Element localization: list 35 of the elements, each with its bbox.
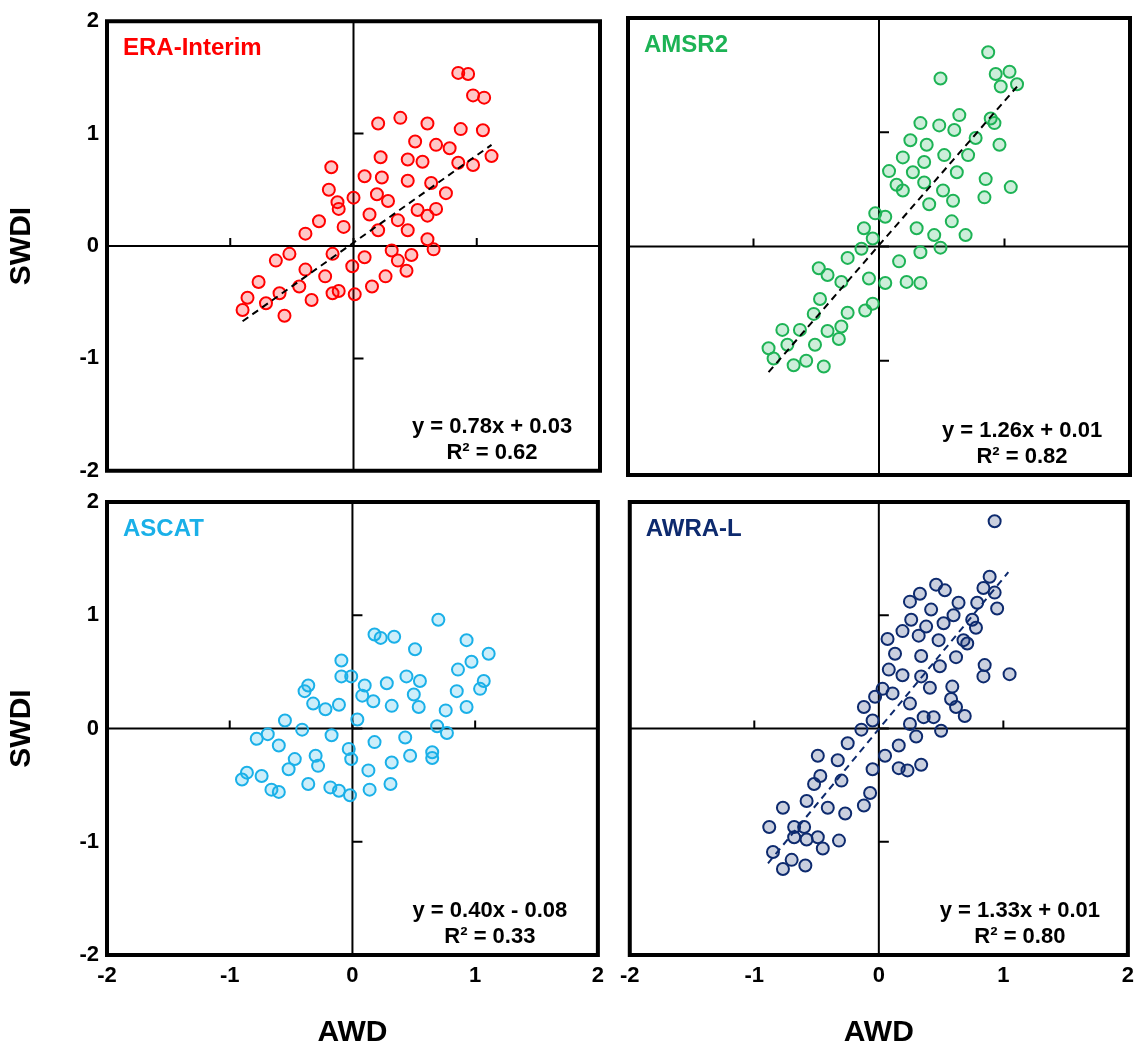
x-axis-title: AWD [317,1014,388,1048]
y-axis-title: SWDI [3,206,37,286]
text: AMSR2 [644,30,729,57]
y-tick-label: -1 [79,344,99,370]
annotation: y = 0.40x - 0.08 [412,897,568,922]
y-tick-label: -2 [79,941,99,967]
y-tick-label: 1 [86,601,99,627]
y-tick-label: 2 [86,7,99,33]
annotation: R² = 0.33 [444,923,536,948]
y-tick-label: 0 [86,714,99,740]
y-tick-label: 0 [86,232,99,258]
y-tick-label: 2 [86,488,99,514]
x-tick-label: 0 [346,962,359,988]
x-tick-label: 2 [591,962,605,988]
x-axis-title: AWD [843,1014,914,1048]
annotation: R² = 0.82 [976,443,1068,468]
y-tick-label: -1 [79,827,99,853]
y-tick-label: -2 [79,456,99,482]
x-tick-label: -1 [219,962,240,988]
x-tick-label: -1 [744,962,765,988]
annotation: y = 0.78x + 0.03 [411,412,573,438]
x-tick-label: 1 [997,962,1010,988]
annotation: y = 1.26x + 0.01 [941,417,1103,442]
x-tick-label: -2 [620,962,640,988]
y-axis-title: SWDI [3,689,37,768]
x-tick-label: 1 [469,962,482,988]
x-tick-label: 2 [1121,962,1135,988]
text: ASCAT [123,514,205,541]
annotation: y = 1.33x + 0.01 [939,897,1101,922]
text: AWRA-L [645,514,742,541]
annotation: R² = 0.80 [974,923,1066,948]
annotation: R² = 0.62 [446,438,538,464]
x-tick-label: 0 [872,962,885,988]
y-tick-label: 1 [86,119,99,145]
text: ERA-Interim [123,33,262,61]
